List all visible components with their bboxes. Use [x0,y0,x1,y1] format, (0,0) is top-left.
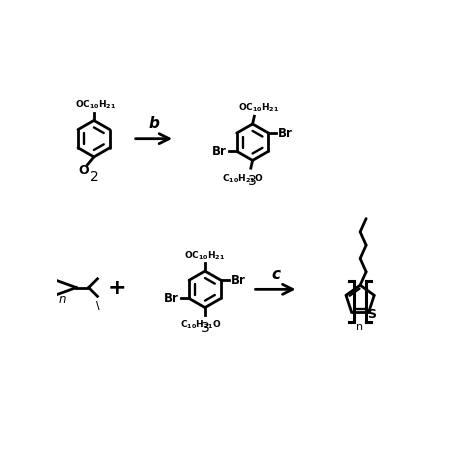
Text: $\mathbf{C_{10}H_{21}O}$: $\mathbf{C_{10}H_{21}O}$ [180,318,222,331]
Text: O: O [79,164,89,177]
Text: $\mathbf{\backslash}$: $\mathbf{\backslash}$ [95,299,100,312]
Text: $\mathbf{C_{10}H_{21}O}$: $\mathbf{C_{10}H_{21}O}$ [222,172,263,185]
Text: 2: 2 [90,170,98,184]
Text: $\mathbf{OC_{10}H_{21}}$: $\mathbf{OC_{10}H_{21}}$ [75,98,116,111]
Text: c: c [271,267,280,282]
Text: n: n [356,322,364,332]
Text: Br: Br [231,274,246,287]
Text: $\mathbf{OC_{10}H_{21}}$: $\mathbf{OC_{10}H_{21}}$ [184,249,226,262]
Text: Br: Br [278,126,293,140]
Text: S: S [367,308,376,321]
Text: b: b [148,116,159,131]
Text: +: + [107,278,126,298]
Text: Br: Br [212,145,227,158]
Text: 3: 3 [201,321,209,335]
Text: Br: Br [164,292,179,305]
Text: 3: 3 [248,174,257,188]
Text: n: n [58,293,66,306]
Text: $\mathbf{OC_{10}H_{21}}$: $\mathbf{OC_{10}H_{21}}$ [238,101,279,114]
